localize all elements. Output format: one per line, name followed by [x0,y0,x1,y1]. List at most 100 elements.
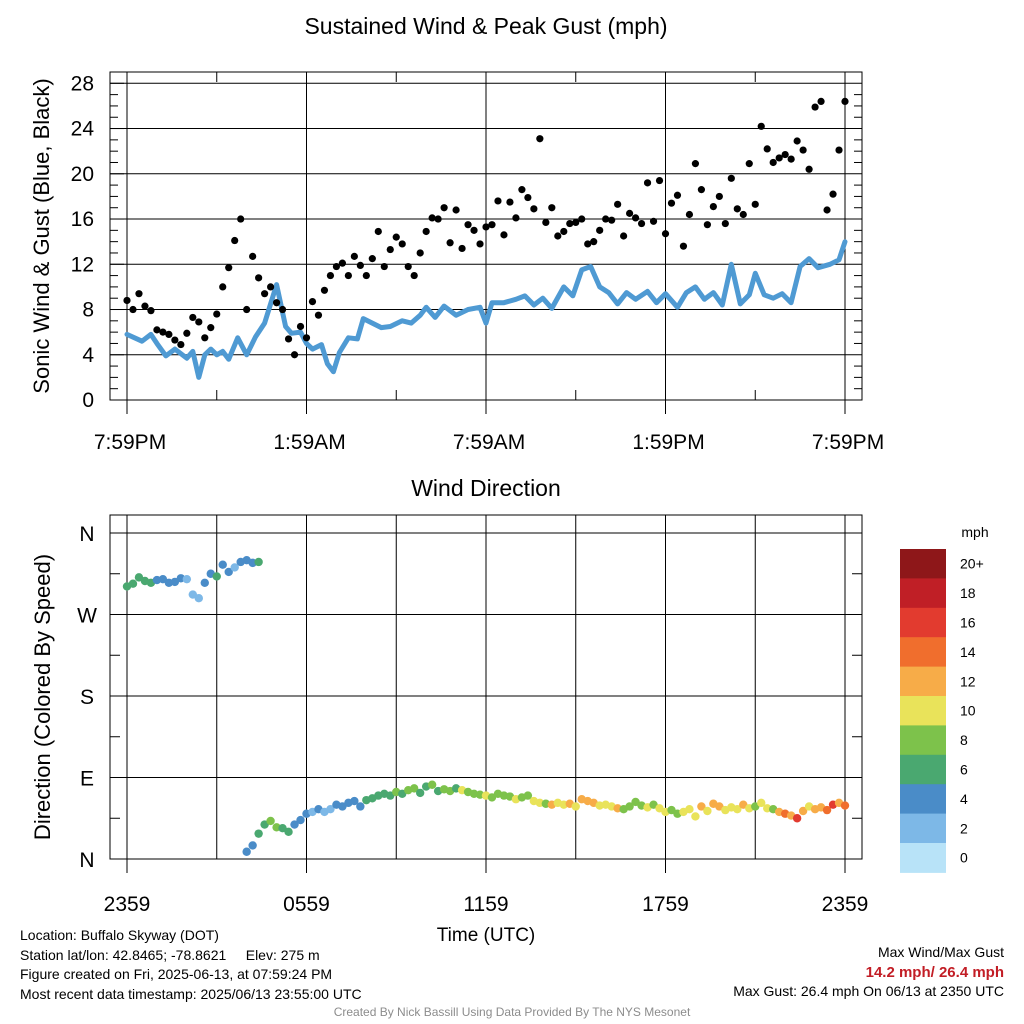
gust-point [255,274,263,282]
gust-point [602,215,610,223]
colorbar-swatch [900,637,946,668]
direction-point [230,563,239,572]
colorbar-swatch [900,725,946,756]
gust-point [141,302,149,310]
colorbar-label: 6 [960,762,968,778]
gust-point [440,204,448,212]
gust-point [272,299,281,307]
gust-point [231,236,239,245]
colorbar-label: 20+ [960,556,984,572]
location-text: Location: Buffalo Skyway (DOT) [20,927,219,943]
gust-point [464,221,472,229]
gust-point [308,298,317,306]
colorbar-label: 12 [960,673,976,689]
gust-point [410,271,418,280]
gust-point [476,240,484,248]
gust-point [578,215,586,223]
gust-point [679,242,688,250]
gust-point [302,334,311,342]
colorbar-label: 14 [960,644,976,660]
gust-point [548,204,556,212]
direction-point [703,806,712,816]
y-tick-label: 8 [82,299,94,322]
gust-point [685,210,694,219]
direction-point [798,806,808,816]
top-chart-plot-area [123,97,849,380]
x-tick-label: 0559 [283,893,330,916]
colorbar: 20+ 18 16 14 12 10 8 6 4 2 0 [900,549,984,873]
direction-point [822,805,832,815]
gust-point [536,135,544,143]
direction-point [242,847,251,856]
gust-point [458,244,466,253]
figure-created: Figure created on Fri, 2025-06-13, at 07… [20,966,333,982]
colorbar-swatch [900,607,946,638]
bottom-chart-x-tick-labels: 2359 0559 1159 1759 2359 [104,893,869,916]
gust-point [422,227,430,236]
max-gust-detail: Max Gust: 26.4 mph On 06/13 at 2350 UTC [733,983,1004,999]
direction-point [326,804,335,814]
direction-point [266,816,275,826]
direction-point [427,780,437,789]
direction-point [200,578,209,588]
gust-point [811,103,819,111]
credit-line: Created By Nick Bassill Using Data Provi… [333,1005,691,1019]
gust-point [135,290,143,298]
gust-point [296,322,305,331]
gust-point [386,245,394,254]
gust-point [470,226,478,234]
gust-point [745,160,753,168]
gust-point [326,271,335,280]
y-tick-label: S [80,686,94,709]
y-tick-label: 28 [71,72,94,95]
x-tick-label: 7:59PM [812,431,884,454]
gust-point [225,264,233,272]
gust-point [219,283,227,291]
direction-point [697,802,706,811]
gust-point [614,200,622,208]
gust-point [835,146,843,154]
direction-point [410,784,419,793]
gust-point [284,335,293,343]
colorbar-label: 10 [960,703,976,719]
gust-point [189,313,197,322]
gust-point [153,326,161,334]
x-tick-label: 1759 [642,893,689,916]
direction-point [218,560,227,569]
x-tick-label: 1:59PM [632,431,704,454]
gust-point [805,165,813,173]
gust-point [261,290,269,298]
colorbar-swatch [900,549,946,579]
direction-point [691,812,700,821]
gust-point [488,221,496,229]
gust-point [506,198,514,206]
gust-point [494,197,502,205]
colorbar-label: 0 [960,850,968,866]
gust-point [482,223,490,231]
gust-point [362,271,370,280]
direction-point [757,798,766,808]
max-values: 14.2 mph/ 26.4 mph [865,963,1004,981]
direction-point [296,815,305,825]
y-tick-label: 20 [71,163,94,186]
colorbar-swatch [900,666,946,697]
direction-point [415,788,425,798]
colorbar-label: 8 [960,732,968,748]
top-chart-y-tick-labels: 0 4 8 12 16 20 24 28 [71,72,95,412]
gust-point [159,328,167,336]
gust-point [123,296,131,305]
gust-point [356,261,364,270]
direction-point [523,791,533,800]
gust-point [709,202,717,211]
direction-point [840,801,850,810]
x-tick-label: 2359 [104,893,151,916]
gust-point [446,239,454,247]
direction-point [290,820,299,829]
gust-point [781,150,789,159]
gust-point [655,176,664,185]
direction-point [254,557,263,567]
colorbar-label: 18 [960,585,976,601]
gust-point [643,179,652,187]
y-tick-label: 0 [82,389,94,412]
gust-point [793,137,801,145]
